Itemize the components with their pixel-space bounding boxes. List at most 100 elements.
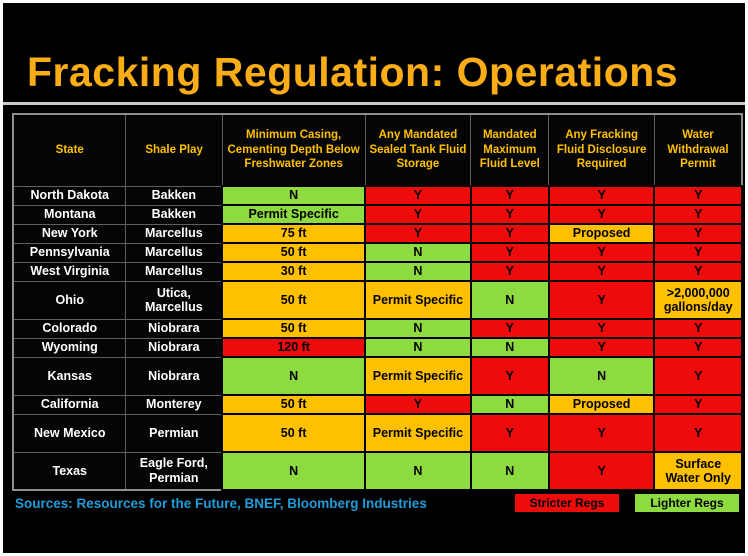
state-cell: Ohio — [12, 280, 127, 320]
table-body: North Dakota Bakken N Y Y Y Y Montana Bakken Perm… — [12, 185, 743, 491]
table-row: New York Marcellus 75 ft Y Y Proposed Y — [12, 223, 743, 244]
state-cell: Kansas — [12, 356, 127, 396]
value-cell: Y — [469, 185, 550, 206]
shale-play-cell: Niobrara — [125, 318, 223, 339]
value-cell: N — [364, 242, 472, 263]
column-header: Water Withdrawal Permit — [653, 113, 743, 187]
shale-play-cell: Niobrara — [125, 356, 223, 396]
value-cell: N — [547, 356, 656, 396]
value-cell: Y — [469, 261, 550, 282]
value-cell: >2,000,000 gallons/day — [653, 280, 743, 320]
value-cell: Y — [469, 318, 550, 339]
value-cell: Y — [547, 318, 656, 339]
column-header: State — [12, 113, 127, 187]
shale-play-cell: Permian — [125, 413, 223, 453]
state-cell: New York — [12, 223, 127, 244]
value-cell: 50 ft — [221, 413, 367, 453]
value-cell: Y — [653, 223, 743, 244]
value-cell: Y — [547, 261, 656, 282]
value-cell: Surface Water Only — [653, 451, 743, 491]
value-cell: Y — [469, 356, 550, 396]
value-cell: Y — [547, 204, 656, 225]
shale-play-cell: Utica, Marcellus — [125, 280, 223, 320]
value-cell: Y — [364, 394, 472, 415]
state-cell: North Dakota — [12, 185, 127, 206]
state-cell: Colorado — [12, 318, 127, 339]
table-row: Wyoming Niobrara 120 ft N N Y Y — [12, 337, 743, 358]
value-cell: N — [221, 185, 367, 206]
value-cell: Y — [653, 356, 743, 396]
value-cell: Proposed — [547, 394, 656, 415]
value-cell: N — [221, 356, 367, 396]
state-cell: New Mexico — [12, 413, 127, 453]
value-cell: Y — [653, 337, 743, 358]
state-cell: Montana — [12, 204, 127, 225]
value-cell: N — [364, 318, 472, 339]
value-cell: Y — [653, 242, 743, 263]
table-row: Ohio Utica, Marcellus 50 ft Permit Specific… — [12, 280, 743, 320]
value-cell: N — [469, 394, 550, 415]
value-cell: Permit Specific — [364, 413, 472, 453]
value-cell: Proposed — [547, 223, 656, 244]
table-row: West Virginia Marcellus 30 ft N Y Y Y — [12, 261, 743, 282]
value-cell: 50 ft — [221, 242, 367, 263]
table-row: California Monterey 50 ft Y N Proposed Y — [12, 394, 743, 415]
shale-play-cell: Bakken — [125, 185, 223, 206]
value-cell: 50 ft — [221, 280, 367, 320]
column-header: Mandated Maximum Fluid Level — [470, 113, 550, 187]
value-cell: Permit Specific — [364, 356, 472, 396]
table-row: Texas Eagle Ford, Permian N N N Y Surface Wate… — [12, 451, 743, 491]
value-cell: N — [469, 451, 550, 491]
value-cell: N — [364, 451, 472, 491]
state-cell: Wyoming — [12, 337, 127, 358]
value-cell: Y — [653, 185, 743, 206]
shale-play-cell: Marcellus — [125, 223, 223, 244]
table-row: Pennsylvania Marcellus 50 ft N Y Y Y — [12, 242, 743, 263]
value-cell: Y — [364, 185, 472, 206]
value-cell: Y — [653, 204, 743, 225]
value-cell: Y — [653, 413, 743, 453]
value-cell: Permit Specific — [221, 204, 367, 225]
shale-play-cell: Marcellus — [125, 242, 223, 263]
legend: Stricter Regs Lighter Regs — [515, 494, 739, 512]
regulation-table: State Shale Play Minimum Casing, Cementing… — [12, 113, 743, 491]
state-cell: California — [12, 394, 127, 415]
value-cell: 120 ft — [221, 337, 367, 358]
column-header: Shale Play — [125, 113, 223, 187]
sources-text: Sources: Resources for the Future, BNEF,… — [15, 495, 427, 511]
value-cell: Y — [547, 337, 656, 358]
shale-play-cell: Niobrara — [125, 337, 223, 358]
title-divider — [3, 102, 745, 105]
value-cell: Y — [469, 242, 550, 263]
table-row: Colorado Niobrara 50 ft N Y Y Y — [12, 318, 743, 339]
value-cell: Y — [547, 185, 656, 206]
value-cell: Y — [547, 242, 656, 263]
value-cell: N — [221, 451, 367, 491]
value-cell: Y — [653, 261, 743, 282]
value-cell: Y — [547, 451, 656, 491]
column-header: Any Fracking Fluid Disclosure Required — [548, 113, 655, 187]
state-cell: West Virginia — [12, 261, 127, 282]
state-cell: Texas — [12, 451, 127, 491]
value-cell: 75 ft — [221, 223, 367, 244]
value-cell: Y — [469, 223, 550, 244]
legend-badge: Stricter Regs — [515, 494, 619, 512]
value-cell: Y — [364, 204, 472, 225]
value-cell: Permit Specific — [364, 280, 472, 320]
page-title: Fracking Regulation: Operations — [27, 49, 679, 95]
state-cell: Pennsylvania — [12, 242, 127, 263]
value-cell: Y — [547, 413, 656, 453]
table-row: New Mexico Permian 50 ft Permit Specific Y Y Y — [12, 413, 743, 453]
value-cell: Y — [364, 223, 472, 244]
value-cell: 50 ft — [221, 394, 367, 415]
value-cell: N — [364, 261, 472, 282]
value-cell: Y — [469, 204, 550, 225]
table-row: North Dakota Bakken N Y Y Y Y — [12, 185, 743, 206]
shale-play-cell: Marcellus — [125, 261, 223, 282]
value-cell: N — [469, 337, 550, 358]
value-cell: N — [469, 280, 550, 320]
table-row: Kansas Niobrara N Permit Specific Y N Y — [12, 356, 743, 396]
legend-badge: Lighter Regs — [635, 494, 739, 512]
value-cell: N — [364, 337, 472, 358]
